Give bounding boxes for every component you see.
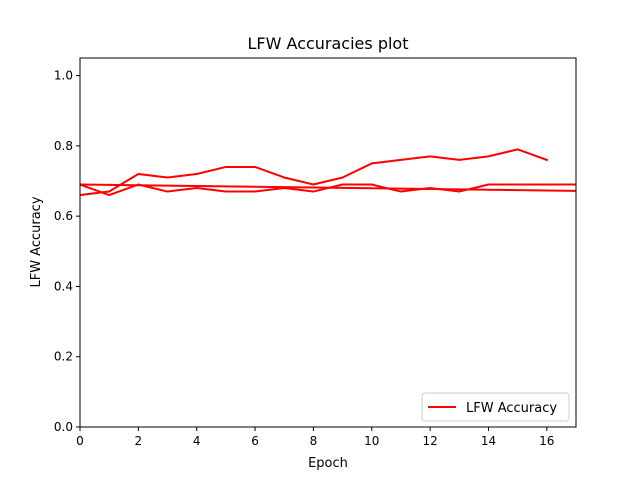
chart-title: LFW Accuracies plot	[248, 34, 409, 53]
x-axis-label: Epoch	[308, 456, 348, 471]
x-tick-label: 6	[251, 434, 259, 448]
y-tick-label: 1.0	[54, 69, 73, 83]
y-tick-label: 0.2	[54, 350, 73, 364]
y-tick-label: 0.0	[54, 420, 73, 434]
y-tick-label: 0.6	[54, 209, 73, 223]
x-tick-label: 12	[422, 434, 437, 448]
x-tick-label: 4	[193, 434, 201, 448]
y-tick-label: 0.8	[54, 139, 73, 153]
y-axis-ticks: 0.0 0.2 0.4 0.6 0.8 1.0	[54, 69, 80, 434]
plot-frame	[79, 57, 577, 428]
legend-box	[421, 392, 570, 422]
legend: LFW Accuracy	[421, 392, 570, 422]
x-tick-label: 16	[539, 434, 554, 448]
x-tick-label: 8	[310, 434, 318, 448]
series-line-3	[80, 183, 576, 192]
x-tick-label: 0	[76, 434, 84, 448]
x-tick-label: 2	[135, 434, 143, 448]
legend-entry-label: LFW Accuracy	[466, 401, 557, 416]
y-tick-label: 0.4	[54, 279, 73, 293]
plot-lines	[80, 148, 576, 197]
x-tick-label: 10	[364, 434, 379, 448]
x-tick-label: 14	[481, 434, 496, 448]
y-axis-label: LFW Accuracy	[29, 196, 44, 287]
x-axis-ticks: 0 2 4 6 8 10 12 14 16	[76, 427, 554, 448]
series-line-1	[80, 148, 549, 197]
